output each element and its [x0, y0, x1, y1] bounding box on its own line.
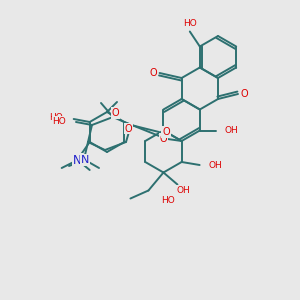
- Text: OH: OH: [225, 126, 238, 135]
- Text: N: N: [73, 154, 82, 166]
- Text: HO: HO: [162, 196, 175, 205]
- Text: O: O: [162, 127, 170, 137]
- Text: HO: HO: [52, 116, 66, 125]
- Text: HO: HO: [49, 113, 63, 122]
- Text: O: O: [125, 124, 132, 134]
- Text: O: O: [112, 108, 119, 118]
- Text: HO: HO: [183, 19, 197, 28]
- Text: O: O: [240, 89, 248, 99]
- Text: N: N: [81, 155, 89, 165]
- Text: O: O: [160, 134, 167, 144]
- Text: OH: OH: [208, 161, 222, 170]
- Text: OH: OH: [177, 186, 190, 195]
- Text: O: O: [150, 68, 158, 78]
